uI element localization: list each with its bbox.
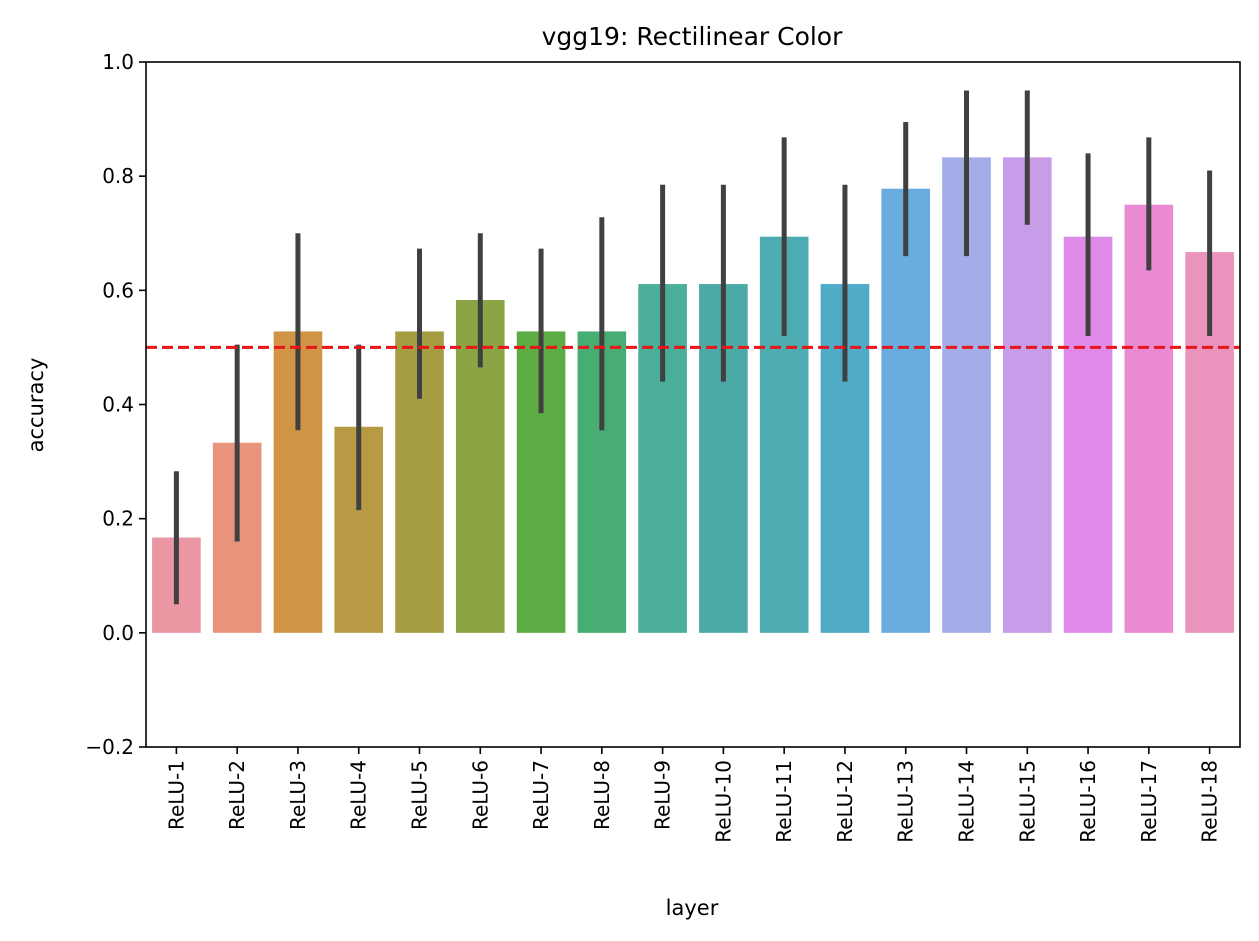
- x-tick-label: ReLU-17: [1137, 760, 1161, 843]
- bar-relu-17: [1124, 204, 1174, 633]
- y-tick-label: 1.0: [102, 50, 134, 74]
- x-tick-label: ReLU-1: [164, 760, 188, 830]
- y-tick-label: 0.0: [102, 621, 134, 645]
- bar-relu-15: [1002, 157, 1052, 633]
- x-tick-label: ReLU-14: [955, 760, 979, 843]
- x-tick-label: ReLU-3: [286, 760, 310, 830]
- x-tick-label: ReLU-7: [529, 760, 553, 830]
- bar-relu-13: [881, 188, 931, 633]
- y-tick-label: −0.2: [85, 735, 134, 759]
- x-tick-label: ReLU-18: [1198, 760, 1222, 843]
- x-tick-label: ReLU-10: [711, 760, 735, 843]
- chart-title: vgg19: Rectilinear Color: [542, 22, 843, 51]
- x-tick-label: ReLU-13: [894, 760, 918, 843]
- bars-group: [152, 157, 1234, 633]
- y-tick-label: 0.8: [102, 164, 134, 188]
- x-tick-label: ReLU-11: [772, 760, 796, 843]
- x-tick-label: ReLU-12: [833, 760, 857, 843]
- x-tick-label: ReLU-5: [408, 760, 432, 830]
- y-axis: −0.2 0.0 0.2 0.4 0.6 0.8 1.0: [85, 50, 146, 759]
- x-tick-label: ReLU-16: [1076, 760, 1100, 843]
- y-tick-label: 0.2: [102, 507, 134, 531]
- y-tick-label: 0.4: [102, 393, 134, 417]
- x-tick-label: ReLU-15: [1015, 760, 1039, 843]
- x-tick-label: ReLU-9: [651, 760, 675, 830]
- y-axis-title: accuracy: [24, 358, 48, 453]
- x-tick-label: ReLU-6: [468, 760, 492, 830]
- x-axis-title: layer: [666, 896, 719, 920]
- x-tick-label: ReLU-8: [590, 760, 614, 830]
- x-tick-label: ReLU-2: [225, 760, 249, 830]
- y-tick-label: 0.6: [102, 278, 134, 302]
- x-tick-label: ReLU-4: [347, 760, 371, 830]
- x-axis: ReLU-1 ReLU-2 ReLU-3 ReLU-4 ReLU-5 ReLU-6 ReLU…: [164, 747, 1222, 843]
